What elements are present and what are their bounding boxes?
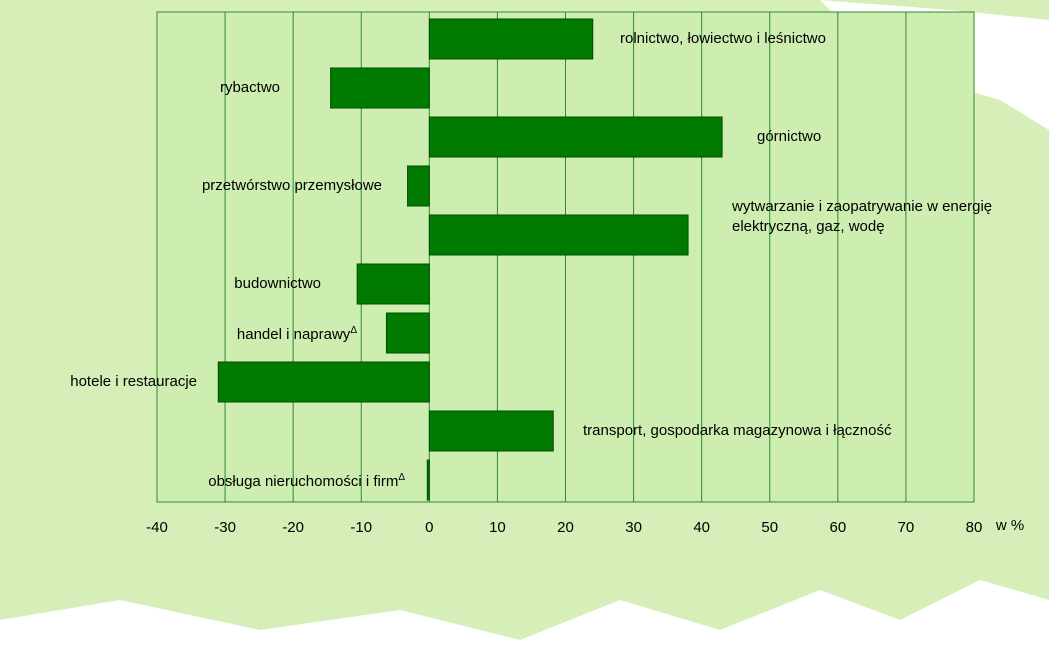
category-label-wrap: budownictwo: [1, 244, 321, 324]
category-text: przetwórstwo przemysłowe: [201, 177, 382, 194]
category-text: obsługa nieruchomości i firm: [208, 473, 399, 490]
x-tick-label: 0: [425, 519, 433, 536]
bar: [330, 67, 430, 109]
x-tick-label: 30: [625, 519, 642, 536]
x-tick-label: 60: [829, 519, 846, 536]
category-label-box: górnictwo: [757, 97, 1049, 177]
category-label: wytwarzanie i zaopatrywanie w energię el…: [732, 197, 1032, 237]
x-tick-label: -40: [146, 519, 168, 536]
category-label-box: rybactwo: [0, 48, 280, 128]
category-text: hotele i restauracje: [70, 373, 197, 390]
x-tick-label: 70: [898, 519, 915, 536]
category-label-box: handel i naprawyΔ: [37, 293, 357, 373]
bar: [428, 410, 554, 452]
category-label: handel i naprawyΔ: [37, 321, 357, 345]
category-text: budownictwo: [234, 275, 321, 292]
category-label: górnictwo: [757, 127, 1049, 147]
category-text: rolnictwo, łowiectwo i leśnictwo: [620, 30, 826, 47]
category-text: rybactwo: [219, 79, 280, 96]
category-label-box: przetwórstwo przemysłowe: [62, 146, 382, 226]
category-label-box: wytwarzanie i zaopatrywanie w energię el…: [732, 195, 1049, 275]
category-label: rolnictwo, łowiectwo i leśnictwo: [620, 29, 940, 49]
category-label-wrap: handel i naprawyΔ: [37, 293, 357, 373]
category-label-wrap: transport, gospodarka magazynowa i łączn…: [583, 391, 903, 471]
category-label: hotele i restauracje: [0, 372, 197, 392]
x-tick-label: 50: [761, 519, 778, 536]
x-axis-label: w %: [995, 517, 1024, 534]
x-tick-label: 20: [557, 519, 574, 536]
category-label-wrap: wytwarzanie i zaopatrywanie w energię el…: [732, 195, 1049, 275]
bar: [428, 116, 723, 158]
category-label: rybactwo: [0, 78, 280, 98]
bar: [356, 263, 430, 305]
category-label-wrap: obsługa nieruchomości i firmΔ: [85, 440, 405, 520]
category-label-box: budownictwo: [1, 244, 321, 324]
category-text: transport, gospodarka magazynowa i łączn…: [583, 422, 892, 439]
map-background-top: [820, 0, 1049, 20]
category-label: obsługa nieruchomości i firmΔ: [85, 468, 405, 492]
category-label-wrap: przetwórstwo przemysłowe: [62, 146, 382, 226]
category-label-box: rolnictwo, łowiectwo i leśnictwo: [620, 0, 940, 79]
x-tick-label: -20: [282, 519, 304, 536]
category-label-box: obsługa nieruchomości i firmΔ: [85, 440, 405, 520]
bar: [428, 214, 689, 256]
category-text: handel i naprawy: [236, 326, 351, 343]
category-text: górnictwo: [757, 128, 822, 145]
bar: [385, 312, 430, 354]
x-tick-label: 10: [489, 519, 506, 536]
bar: [428, 18, 594, 60]
category-label: transport, gospodarka magazynowa i łączn…: [583, 421, 903, 441]
category-label: przetwórstwo przemysłowe: [62, 176, 382, 196]
x-tick-label: -30: [214, 519, 236, 536]
category-label: budownictwo: [1, 274, 321, 294]
x-tick-label: 80: [966, 519, 983, 536]
bar: [407, 165, 430, 207]
x-tick-label: 40: [693, 519, 710, 536]
bar: [426, 459, 430, 501]
category-label-wrap: hotele i restauracje: [0, 342, 197, 422]
footnote-mark: Δ: [398, 472, 405, 483]
category-label-box: hotele i restauracje: [0, 342, 197, 422]
footnote-mark: Δ: [350, 325, 357, 336]
bar: [217, 361, 430, 403]
category-label-wrap: rolnictwo, łowiectwo i leśnictwo: [620, 0, 940, 79]
category-text: wytwarzanie i zaopatrywanie w energię el…: [732, 198, 993, 235]
x-tick-label: -10: [350, 519, 372, 536]
category-label-wrap: rybactwo: [0, 48, 280, 128]
category-label-box: transport, gospodarka magazynowa i łączn…: [583, 391, 903, 471]
category-label-wrap: górnictwo: [757, 97, 1049, 177]
